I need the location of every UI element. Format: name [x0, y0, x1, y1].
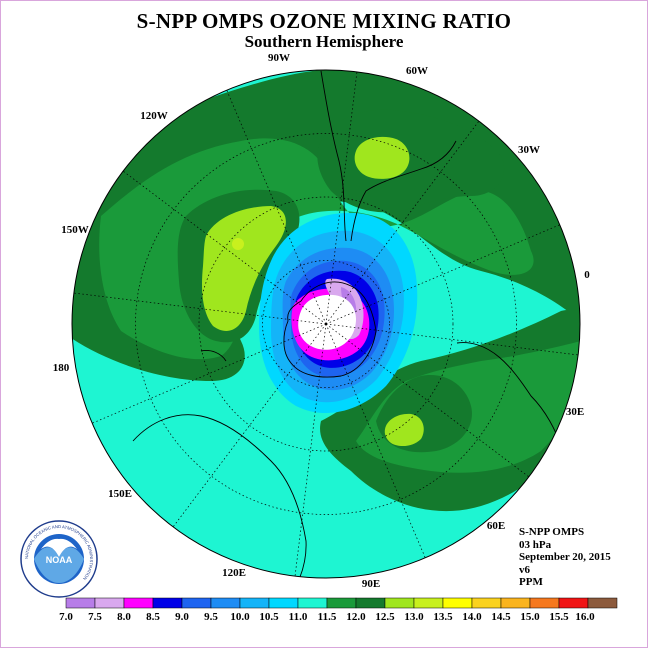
colorbar-tick-label: 10.5 [259, 611, 279, 623]
coast-new-zealand [200, 350, 227, 362]
colorbar-segment [558, 597, 589, 609]
colorbar-segment [587, 597, 618, 609]
colorbar-tick-label: 14.5 [491, 611, 511, 623]
units-label: PPM [519, 576, 543, 588]
longitude-label-60w: 60W [406, 65, 428, 77]
colorbar-segment [384, 597, 415, 609]
colorbar-segment [442, 597, 473, 609]
colorbar-tick-label: 15.0 [520, 611, 540, 623]
colorbar-tick-label: 7.5 [88, 611, 102, 623]
map-boundary [71, 69, 581, 579]
field-polar-no-data [298, 294, 356, 350]
longitude-label-90e: 90E [362, 578, 380, 590]
date-label: September 20, 2015 [519, 551, 611, 563]
latitude-circle-60s [262, 260, 390, 388]
longitude-label-150w: 150W [61, 224, 89, 236]
colorbar-tick-label: 8.0 [117, 611, 131, 623]
colorbar-segment [239, 597, 270, 609]
longitude-label-120e: 120E [222, 567, 246, 579]
south-pole-dot [324, 322, 328, 326]
longitude-label-150e: 150E [108, 488, 132, 500]
latitude-circle-30s [198, 196, 454, 452]
colorbar-tick-label: 15.5 [549, 611, 569, 623]
colorbar-segment [268, 597, 299, 609]
info-block: S-NPP OMPS 03 hPa September 20, 2015 v6 … [519, 526, 611, 589]
field-lime-top [354, 136, 410, 179]
field-lime-bottom [384, 413, 424, 447]
colorbar-tick-label: 7.0 [59, 611, 73, 623]
map-subtitle: Southern Hemisphere [244, 32, 404, 51]
colorbar-tick-label: 8.5 [146, 611, 160, 623]
colorbar-segment [181, 597, 212, 609]
map-title: S-NPP OMPS OZONE MIXING RATIO [136, 9, 512, 33]
colorbar-tick-label: 9.0 [175, 611, 189, 623]
instrument-label: S-NPP OMPS [519, 526, 585, 538]
colorbar-segment [123, 597, 154, 609]
colorbar-tick-label: 12.5 [375, 611, 395, 623]
coastlines [132, 70, 562, 578]
noaa-logo: NOAA NATIONAL OCEANIC AND ATMOSPHERIC AD… [20, 520, 98, 598]
colorbar-tick-label: 9.5 [204, 611, 218, 623]
colorbar-segment [210, 597, 241, 609]
colorbar-segment [471, 597, 502, 609]
longitude-label-60e: 60E [487, 520, 505, 532]
colorbar-segment [529, 597, 560, 609]
colorbar-tick-label: 12.0 [346, 611, 366, 623]
longitude-label-120w: 120W [140, 110, 168, 122]
coast-south-america [320, 70, 457, 242]
longitude-label-0: 0 [584, 269, 590, 281]
logo-text: NOAA [46, 555, 73, 565]
colorbar-tick-label: 10.0 [230, 611, 250, 623]
coast-antarctica [283, 281, 377, 378]
colorbar-tick-label: 11.0 [289, 611, 308, 623]
field-dark-green-topcore [317, 109, 505, 213]
colorbar-segment [94, 597, 125, 609]
version-label: v6 [519, 563, 530, 576]
colorbar-tick-label: 13.0 [404, 611, 424, 623]
graticule [73, 71, 579, 577]
colorbar-tick-label: 14.0 [462, 611, 482, 623]
colorbar-segment [326, 597, 357, 609]
field-lime-light-spot [232, 238, 244, 250]
colorbar-tick-label: 11.5 [318, 611, 337, 623]
colorbar-segment [500, 597, 531, 609]
colorbar-tick-label: 16.0 [575, 611, 595, 623]
colorbar-segment [413, 597, 444, 609]
longitude-label-180: 180 [53, 362, 70, 374]
pressure-level: 03 hPa [519, 538, 552, 551]
longitude-labels: 90W 60W 120W 30W 150W 0 180 30E 150E 60E 120E 90E [53, 52, 591, 590]
longitude-label-30e: 30E [566, 406, 584, 418]
colorbar-segment [297, 597, 328, 609]
coast-australia [132, 414, 307, 578]
colorbar-segment [355, 597, 386, 609]
colorbar-segment [65, 597, 96, 609]
longitude-label-90w: 90W [268, 52, 290, 64]
latitude-circle-0 [135, 133, 517, 515]
field-lime-left [202, 206, 286, 331]
longitude-label-30w: 30W [518, 144, 540, 156]
coast-africa [456, 342, 562, 447]
colorbar-tick-label: 13.5 [433, 611, 453, 623]
colorbar-segment [152, 597, 183, 609]
